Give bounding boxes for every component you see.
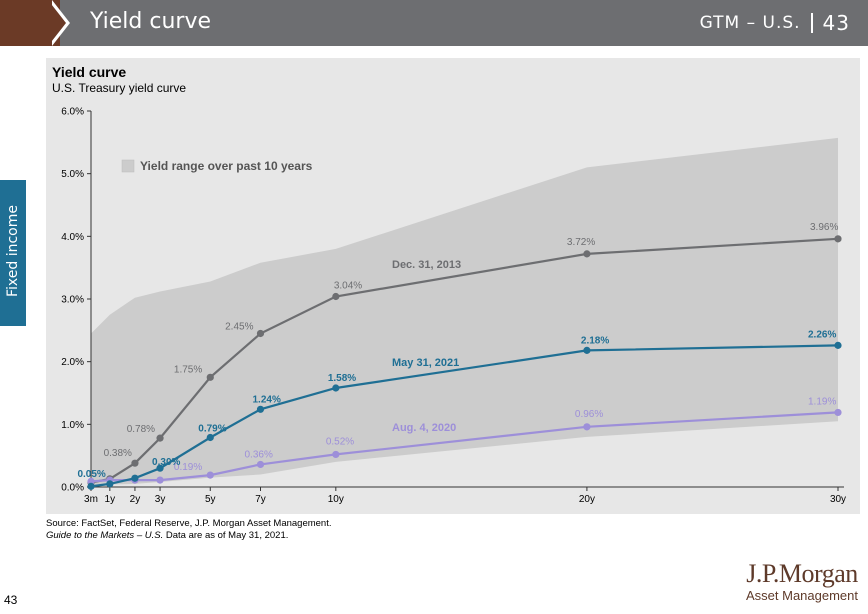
series-point-may-2021 — [206, 433, 214, 442]
data-label-dec-2013: 1.75% — [174, 364, 202, 375]
data-label-may-2021: 0.79% — [198, 423, 226, 434]
series-point-dec-2013 — [583, 250, 591, 258]
data-label-aug-2020: 0.36% — [244, 449, 272, 460]
series-point-dec-2013 — [156, 434, 164, 442]
yield-range-area — [91, 137, 838, 486]
header-chevron-inner — [48, 0, 66, 46]
data-label-aug-2020: 0.52% — [326, 436, 354, 447]
y-tick-label: 6.0% — [61, 107, 84, 118]
x-tick-label: 30y — [830, 494, 846, 505]
data-label-dec-2013: 3.04% — [334, 280, 362, 291]
y-tick-label: 4.0% — [61, 232, 84, 243]
data-label-dec-2013: 0.78% — [127, 424, 155, 435]
x-tick-label: 1y — [105, 494, 116, 505]
data-label-may-2021: 2.26% — [808, 329, 836, 340]
series-point-aug-2020 — [156, 476, 164, 484]
footnote-date: Guide to the Markets – U.S. Data are as … — [46, 530, 288, 541]
data-label-dec-2013: 3.72% — [567, 237, 595, 248]
logo-sub: Asset Management — [745, 588, 858, 603]
x-tick-label: 7y — [255, 494, 266, 505]
y-tick-label: 5.0% — [61, 169, 84, 180]
chart-subtitle: U.S. Treasury yield curve — [52, 81, 187, 95]
data-label-dec-2013: 2.45% — [225, 321, 253, 332]
series-point-dec-2013 — [332, 292, 340, 301]
footnote-source: Source: FactSet, Federal Reserve, J.P. M… — [46, 518, 332, 529]
legend-range-label: Yield range over past 10 years — [140, 159, 313, 173]
series-point-may-2021 — [131, 474, 139, 482]
series-point-dec-2013 — [206, 373, 214, 381]
x-tick-label: 20y — [579, 494, 595, 505]
y-tick-label: 2.0% — [61, 357, 84, 368]
data-label-may-2021: 0.30% — [152, 457, 180, 468]
data-label-dec-2013: 0.38% — [104, 448, 132, 459]
series-point-may-2021 — [834, 341, 842, 349]
side-tab[interactable]: Fixed income — [0, 180, 26, 326]
series-point-dec-2013 — [256, 329, 265, 338]
series-point-dec-2013 — [834, 235, 842, 243]
data-label-may-2021: 0.05% — [77, 469, 105, 480]
y-tick-label: 1.0% — [61, 420, 84, 431]
data-label-aug-2020: 1.19% — [808, 396, 836, 407]
series-point-aug-2020 — [206, 471, 214, 479]
series-point-may-2021 — [332, 384, 340, 392]
series-point-aug-2020 — [583, 423, 591, 431]
page-number: 43 — [822, 11, 850, 35]
series-point-aug-2020 — [332, 450, 340, 459]
series-point-dec-2013 — [131, 459, 139, 467]
data-label-dec-2013: 3.96% — [810, 222, 838, 233]
header-divider — [810, 13, 813, 33]
series-name-dec-2013: Dec. 31, 2013 — [392, 259, 461, 271]
series-name-aug-2020: Aug. 4, 2020 — [392, 422, 456, 434]
series-point-aug-2020 — [834, 408, 842, 417]
series-name-may-2021: May 31, 2021 — [392, 357, 459, 369]
x-tick-label: 10y — [328, 494, 344, 505]
section-label: GTM – U.S. — [699, 13, 801, 33]
x-tick-label: 3m — [84, 494, 98, 505]
data-label-may-2021: 2.18% — [581, 335, 609, 346]
series-point-aug-2020 — [87, 477, 95, 485]
x-tick-label: 5y — [205, 494, 216, 505]
data-label-may-2021: 1.58% — [328, 373, 356, 384]
y-tick-label: 3.0% — [61, 295, 84, 306]
footnote-date-text: Data are as of May 31, 2021. — [163, 530, 289, 541]
jpmorgan-logo: J.P.Morgan Asset Management — [746, 560, 858, 604]
header-section: GTM – U.S. 43 — [700, 11, 850, 35]
x-tick-label: 2y — [130, 494, 141, 505]
series-point-aug-2020 — [256, 460, 265, 469]
page-footer-number: 43 — [4, 593, 18, 607]
y-tick-label: 0.0% — [61, 483, 84, 494]
chart-title: Yield curve — [52, 64, 127, 80]
footnote-guide-title: Guide to the Markets – U.S. — [46, 530, 164, 541]
logo-main: J.P.Morgan — [746, 559, 858, 588]
series-point-may-2021 — [156, 464, 164, 472]
data-label-aug-2020: 0.96% — [575, 409, 603, 420]
legend-range-swatch — [121, 159, 135, 173]
data-label-aug-2020: 0.19% — [174, 462, 202, 473]
data-label-may-2021: 1.24% — [252, 394, 280, 405]
series-point-may-2021 — [87, 482, 95, 490]
x-tick-label: 3y — [155, 494, 166, 505]
page-title: Yield curve — [90, 9, 212, 34]
header-bar — [0, 0, 868, 46]
series-point-may-2021 — [583, 346, 591, 354]
series-point-may-2021 — [106, 480, 114, 488]
series-point-may-2021 — [256, 405, 265, 413]
